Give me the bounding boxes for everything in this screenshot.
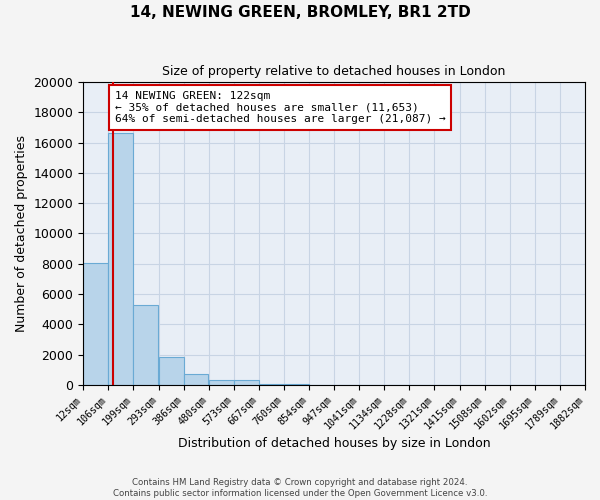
Bar xyxy=(133,304,158,385)
Bar xyxy=(259,384,284,385)
Bar xyxy=(284,384,309,385)
Title: Size of property relative to detached houses in London: Size of property relative to detached ho… xyxy=(163,65,506,78)
Bar xyxy=(158,357,184,385)
Bar xyxy=(184,374,208,385)
Bar xyxy=(234,380,259,385)
Bar xyxy=(209,380,234,385)
Bar xyxy=(109,134,133,385)
Text: 14, NEWING GREEN, BROMLEY, BR1 2TD: 14, NEWING GREEN, BROMLEY, BR1 2TD xyxy=(130,5,470,20)
Y-axis label: Number of detached properties: Number of detached properties xyxy=(15,135,28,332)
Text: Contains HM Land Registry data © Crown copyright and database right 2024.
Contai: Contains HM Land Registry data © Crown c… xyxy=(113,478,487,498)
Text: 14 NEWING GREEN: 122sqm
← 35% of detached houses are smaller (11,653)
64% of sem: 14 NEWING GREEN: 122sqm ← 35% of detache… xyxy=(115,91,446,124)
Bar xyxy=(83,263,108,385)
X-axis label: Distribution of detached houses by size in London: Distribution of detached houses by size … xyxy=(178,437,490,450)
